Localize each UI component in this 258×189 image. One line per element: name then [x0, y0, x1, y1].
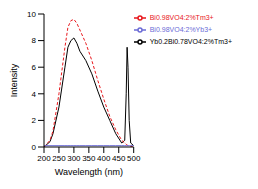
html-text:Yb0.2Bi0.78VO4:2%Tm3+: Yb0.2Bi0.78VO4:2%Tm3+: [149, 37, 232, 45]
svg-text:10: 10: [27, 10, 36, 19]
svg-text:350: 350: [82, 154, 96, 163]
html-text:Bi0.98VO4:2%Yb3+: Bi0.98VO4:2%Yb3+: [149, 25, 213, 33]
svg-text:450: 450: [112, 154, 126, 163]
svg-text:200: 200: [37, 154, 51, 163]
svg-text:2: 2: [32, 116, 37, 125]
svg-text:250: 250: [52, 154, 66, 163]
svg-text:6: 6: [32, 63, 37, 72]
svg-text:8: 8: [32, 36, 37, 45]
html-text:Bi0.98VO4:2%Tm3+: Bi0.98VO4:2%Tm3+: [149, 13, 214, 21]
svg-text:Intensity: Intensity: [9, 63, 19, 97]
svg-text:Wavelength (nm): Wavelength (nm): [55, 167, 123, 177]
svg-text:400: 400: [97, 154, 111, 163]
svg-text:0: 0: [32, 143, 37, 152]
svg-text:4: 4: [32, 90, 37, 99]
svg-text:300: 300: [67, 154, 81, 163]
svg-text:500: 500: [127, 154, 141, 163]
